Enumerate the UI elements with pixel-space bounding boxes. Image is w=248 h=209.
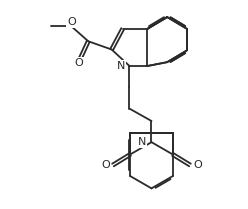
Text: O: O (67, 17, 76, 27)
Text: N: N (117, 61, 125, 71)
Text: O: O (74, 58, 83, 68)
Text: O: O (193, 160, 202, 170)
Text: N: N (138, 137, 147, 147)
Text: O: O (101, 160, 110, 170)
